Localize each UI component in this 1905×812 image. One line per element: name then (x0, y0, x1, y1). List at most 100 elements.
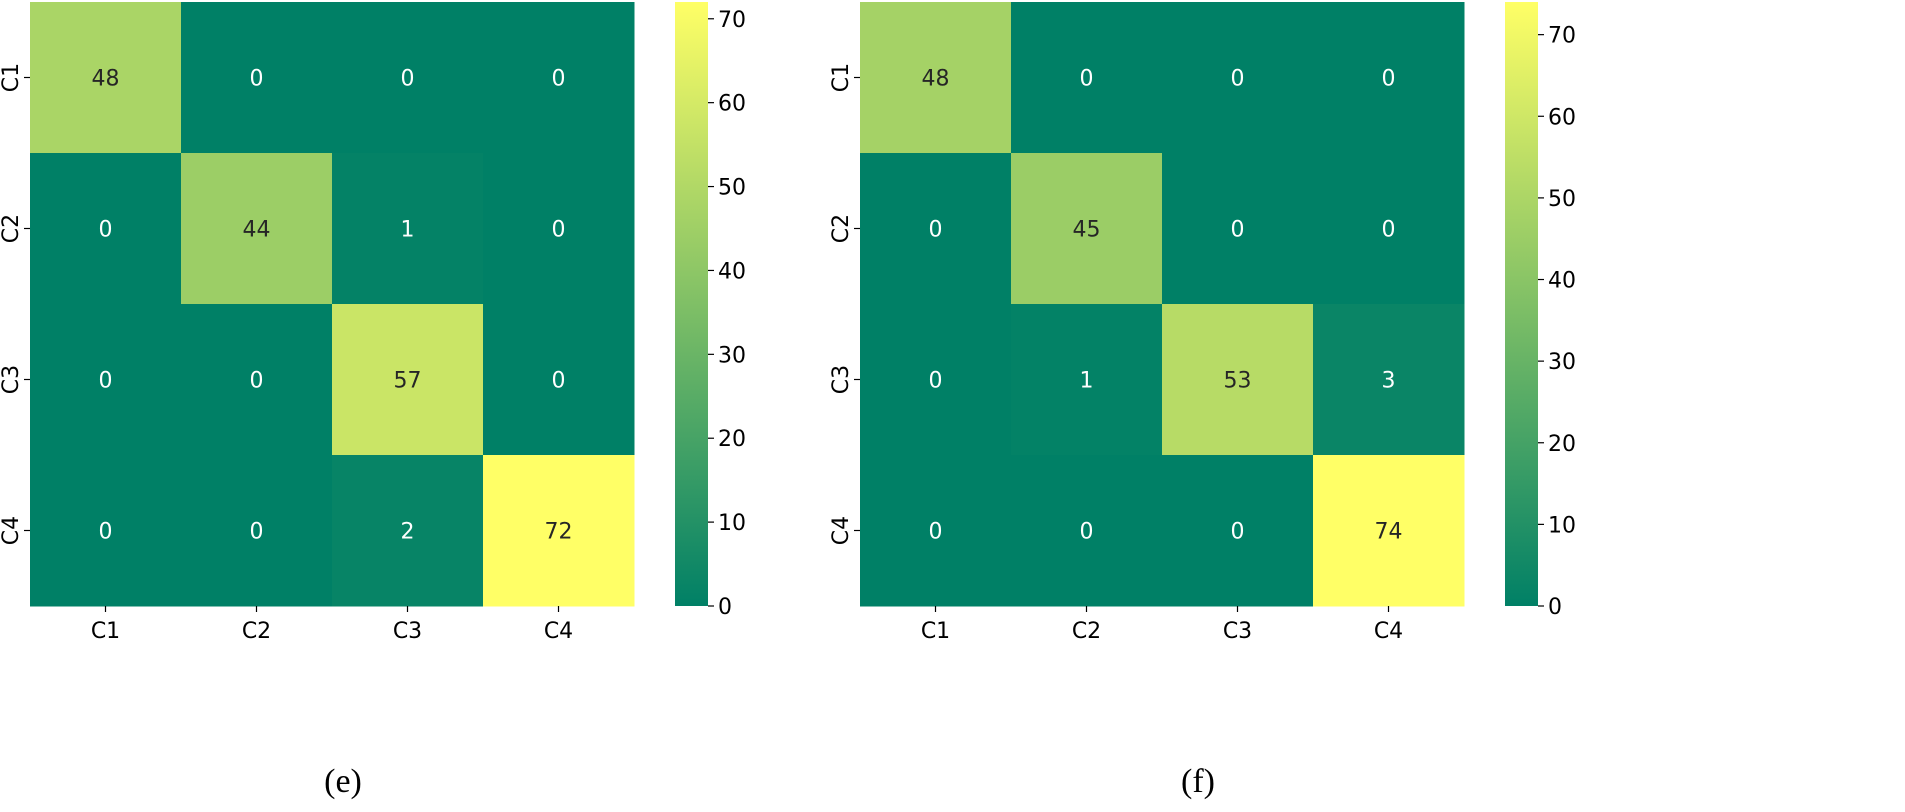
colorbar-tick-label-30: 30 (1548, 350, 1576, 375)
cell-value-r2-c4: 0 (1382, 218, 1396, 243)
heatmap-cell-r3-c4 (1313, 304, 1465, 456)
cell-value-r3-c1: 0 (99, 369, 113, 394)
colorbar-tick-label-10: 10 (718, 511, 746, 536)
cell-value-r4-c3: 2 (401, 520, 415, 545)
x-tick-label-c2: C2 (242, 619, 271, 644)
heatmap-cell-r1-c4 (1313, 2, 1465, 154)
cell-value-r4-c3: 0 (1231, 520, 1245, 545)
heatmap-cell-r4-c4 (483, 455, 635, 607)
heatmap-cell-r3-c1 (30, 304, 182, 456)
cell-value-r4-c1: 0 (99, 520, 113, 545)
cell-value-r4-c4: 74 (1375, 520, 1403, 545)
panel-caption: (e) (324, 763, 362, 800)
x-tick-label-c3: C3 (393, 619, 422, 644)
cell-value-r2-c4: 0 (552, 218, 566, 243)
y-tick-label-c4: C4 (829, 516, 854, 545)
colorbar-tick-label-0: 0 (718, 595, 732, 620)
x-tick-label-c1: C1 (921, 619, 950, 644)
colorbar (1505, 2, 1538, 606)
cell-value-r2-c2: 44 (243, 218, 271, 243)
cell-value-r3-c4: 0 (552, 369, 566, 394)
x-tick-label-c3: C3 (1223, 619, 1252, 644)
colorbar-tick-label-40: 40 (1548, 269, 1576, 294)
y-tick-label-c2: C2 (0, 214, 24, 243)
cell-value-r2-c1: 0 (929, 218, 943, 243)
heatmap-cell-r4-c2 (1011, 455, 1163, 607)
colorbar-tick-label-70: 70 (718, 8, 746, 33)
cell-value-r3-c1: 0 (929, 369, 943, 394)
cell-value-r1-c1: 48 (92, 67, 120, 92)
heatmap-cell-r3-c4 (483, 304, 635, 456)
heatmap-cell-r4-c3 (1162, 455, 1314, 607)
cell-value-r3-c2: 0 (250, 369, 264, 394)
x-tick-label-c4: C4 (544, 619, 573, 644)
heatmap-cell-r1-c2 (1011, 2, 1163, 154)
cell-value-r1-c3: 0 (1231, 67, 1245, 92)
colorbar-tick-label-50: 50 (1548, 187, 1576, 212)
y-tick-label-c1: C1 (0, 63, 24, 92)
x-tick-label-c1: C1 (91, 619, 120, 644)
cell-value-r1-c4: 0 (1382, 67, 1396, 92)
panel-caption: (f) (1181, 763, 1215, 800)
cell-value-r2-c3: 1 (401, 218, 415, 243)
colorbar-tick-label-20: 20 (718, 427, 746, 452)
cell-value-r3-c3: 57 (394, 369, 422, 394)
cell-value-r1-c1: 48 (922, 67, 950, 92)
heatmap-cell-r2-c4 (483, 153, 635, 305)
colorbar-tick-label-50: 50 (718, 176, 746, 201)
y-tick-label-c3: C3 (0, 365, 24, 394)
cell-value-r1-c3: 0 (401, 67, 415, 92)
colorbar-tick-label-0: 0 (1548, 595, 1562, 620)
heatmap-cell-r3-c2 (1011, 304, 1163, 456)
colorbar-tick-label-30: 30 (718, 343, 746, 368)
heatmap-cell-r1-c1 (30, 2, 182, 154)
cell-value-r4-c4: 72 (545, 520, 573, 545)
colorbar-tick-label-60: 60 (718, 92, 746, 117)
heatmap-cell-r4-c3 (332, 455, 484, 607)
heatmap-cell-r2-c3 (1162, 153, 1314, 305)
heatmap-cell-r1-c3 (332, 2, 484, 154)
x-tick-label-c2: C2 (1072, 619, 1101, 644)
cell-value-r4-c2: 0 (250, 520, 264, 545)
heatmap-cell-r2-c3 (332, 153, 484, 305)
y-tick-label-c4: C4 (0, 516, 24, 545)
colorbar-tick-label-40: 40 (718, 259, 746, 284)
colorbar-tick-label-10: 10 (1548, 513, 1576, 538)
cell-value-r4-c1: 0 (929, 520, 943, 545)
colorbar-tick-label-20: 20 (1548, 432, 1576, 457)
cell-value-r4-c2: 0 (1080, 520, 1094, 545)
heatmap-cell-r1-c4 (483, 2, 635, 154)
cell-value-r3-c4: 3 (1382, 369, 1396, 394)
heatmap-cell-r4-c1 (860, 455, 1012, 607)
heatmap-cell-r4-c4 (1313, 455, 1465, 607)
cell-value-r2-c3: 0 (1231, 218, 1245, 243)
cell-value-r1-c2: 0 (1080, 67, 1094, 92)
heatmap-cell-r4-c2 (181, 455, 333, 607)
y-tick-label-c2: C2 (829, 214, 854, 243)
heatmap-cell-r2-c1 (860, 153, 1012, 305)
x-tick-label-c4: C4 (1374, 619, 1403, 644)
y-tick-label-c3: C3 (829, 365, 854, 394)
cell-value-r1-c2: 0 (250, 67, 264, 92)
heatmap-cell-r3-c2 (181, 304, 333, 456)
colorbar (675, 2, 708, 606)
heatmap-cell-r3-c1 (860, 304, 1012, 456)
heatmap-cell-r2-c1 (30, 153, 182, 305)
colorbar-tick-label-70: 70 (1548, 24, 1576, 49)
colorbar-tick-label-60: 60 (1548, 105, 1576, 130)
heatmap-cell-r2-c2 (1011, 153, 1163, 305)
cell-value-r1-c4: 0 (552, 67, 566, 92)
heatmap-cell-r3-c3 (1162, 304, 1314, 456)
cell-value-r3-c2: 1 (1080, 369, 1094, 394)
heatmap-cell-r2-c2 (181, 153, 333, 305)
heatmap-cell-r1-c3 (1162, 2, 1314, 154)
y-tick-label-c1: C1 (829, 63, 854, 92)
heatmap-cell-r1-c1 (860, 2, 1012, 154)
cell-value-r2-c2: 45 (1073, 218, 1101, 243)
heatmap-cell-r1-c2 (181, 2, 333, 154)
heatmap-cell-r3-c3 (332, 304, 484, 456)
heatmap-cell-r4-c1 (30, 455, 182, 607)
heatmap-cell-r2-c4 (1313, 153, 1465, 305)
